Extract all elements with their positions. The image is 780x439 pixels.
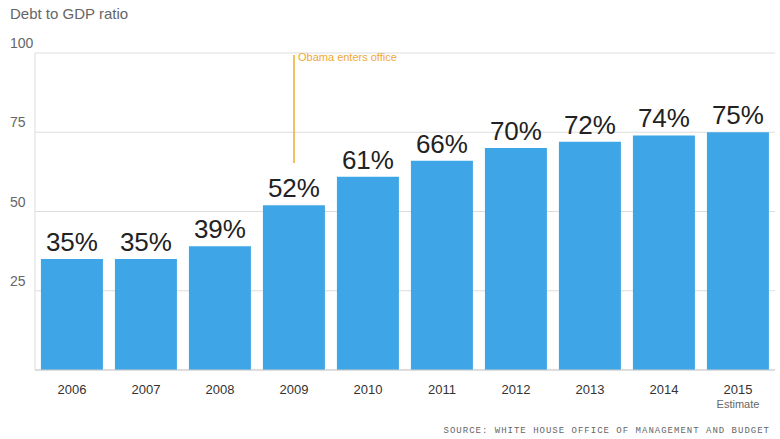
svg-text:2012: 2012 [502,382,531,397]
svg-text:2009: 2009 [280,382,309,397]
svg-text:39%: 39% [194,214,246,244]
svg-text:75: 75 [10,114,26,130]
svg-text:52%: 52% [268,173,320,203]
svg-text:2014: 2014 [650,382,679,397]
svg-text:2015: 2015 [724,382,753,397]
svg-text:Estimate: Estimate [717,398,760,410]
svg-text:2007: 2007 [132,382,161,397]
svg-text:50: 50 [10,194,26,210]
svg-text:100: 100 [10,35,34,51]
svg-text:35%: 35% [46,227,98,257]
svg-text:2013: 2013 [576,382,605,397]
svg-text:SOURCE: WHITE HOUSE OFFICE OF: SOURCE: WHITE HOUSE OFFICE OF MANAGEMENT… [444,426,770,436]
svg-text:2006: 2006 [58,382,87,397]
svg-text:2008: 2008 [206,382,235,397]
svg-text:75%: 75% [712,100,764,130]
svg-text:74%: 74% [638,103,690,133]
svg-text:Obama enters office: Obama enters office [298,51,397,63]
svg-text:35%: 35% [120,227,172,257]
svg-text:2010: 2010 [354,382,383,397]
svg-text:25: 25 [10,273,26,289]
svg-text:70%: 70% [490,116,542,146]
svg-text:66%: 66% [416,129,468,159]
svg-text:2011: 2011 [428,382,456,397]
svg-text:Debt to GDP ratio: Debt to GDP ratio [10,5,128,22]
svg-text:72%: 72% [564,110,616,140]
svg-text:61%: 61% [342,145,394,175]
